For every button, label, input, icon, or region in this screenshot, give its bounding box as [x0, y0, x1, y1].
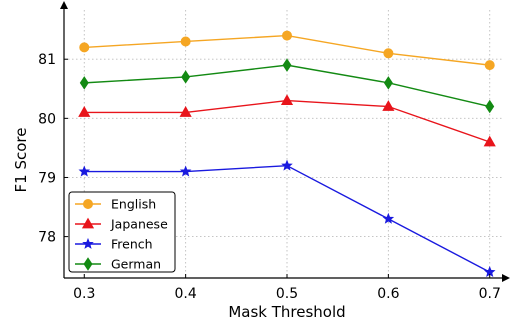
- legend-label-japanese: Japanese: [110, 217, 168, 232]
- x-tick-label: 0.3: [73, 286, 95, 302]
- data-point-japanese: [280, 94, 294, 106]
- legend-marker-german: [83, 257, 93, 271]
- data-point-japanese: [179, 106, 192, 117]
- y-tick-label: 78: [38, 230, 56, 246]
- y-axis-arrow: [60, 1, 68, 9]
- data-point-english: [383, 48, 394, 59]
- data-point-french: [382, 212, 395, 224]
- data-point-german: [485, 99, 495, 114]
- legend-label-german: German: [111, 257, 161, 272]
- legend-marker-english: [83, 198, 94, 209]
- x-tick-label: 0.7: [479, 286, 501, 302]
- data-point-german: [383, 76, 393, 90]
- data-point-japanese: [483, 135, 496, 147]
- data-point-english: [180, 36, 191, 47]
- series-markers: [78, 30, 496, 277]
- x-axis-arrow: [502, 274, 510, 282]
- x-axis-label: Mask Threshold: [228, 303, 345, 321]
- y-ticks: 78 79 80 81: [38, 52, 68, 246]
- data-point-english: [79, 42, 90, 53]
- y-axis-label: F1 Score: [12, 128, 30, 193]
- legend-label-french: French: [111, 237, 153, 252]
- x-ticks: 0.3 0.4 0.5 0.6 0.7: [73, 274, 501, 302]
- x-tick-label: 0.6: [377, 286, 399, 302]
- legend-marker-japanese: [81, 217, 95, 229]
- legend-label-english: English: [111, 197, 156, 212]
- data-point-french: [78, 165, 91, 177]
- data-point-english: [484, 60, 495, 71]
- y-tick-label: 81: [38, 52, 56, 68]
- data-point-german: [282, 58, 292, 72]
- legend: English Japanese French German: [68, 191, 176, 273]
- data-point-english: [281, 30, 292, 41]
- x-tick-label: 0.4: [175, 286, 197, 302]
- data-point-japanese: [382, 100, 395, 111]
- data-point-german: [181, 70, 191, 84]
- data-point-japanese: [78, 106, 91, 117]
- y-tick-label: 79: [38, 170, 56, 186]
- data-point-french: [179, 165, 192, 177]
- y-tick-label: 80: [38, 111, 56, 127]
- data-point-german: [79, 76, 89, 90]
- axes: [60, 1, 510, 282]
- legend-box: [68, 191, 176, 273]
- legend-marker-french: [82, 237, 94, 249]
- x-tick-label: 0.5: [276, 286, 298, 302]
- data-point-french: [281, 159, 293, 171]
